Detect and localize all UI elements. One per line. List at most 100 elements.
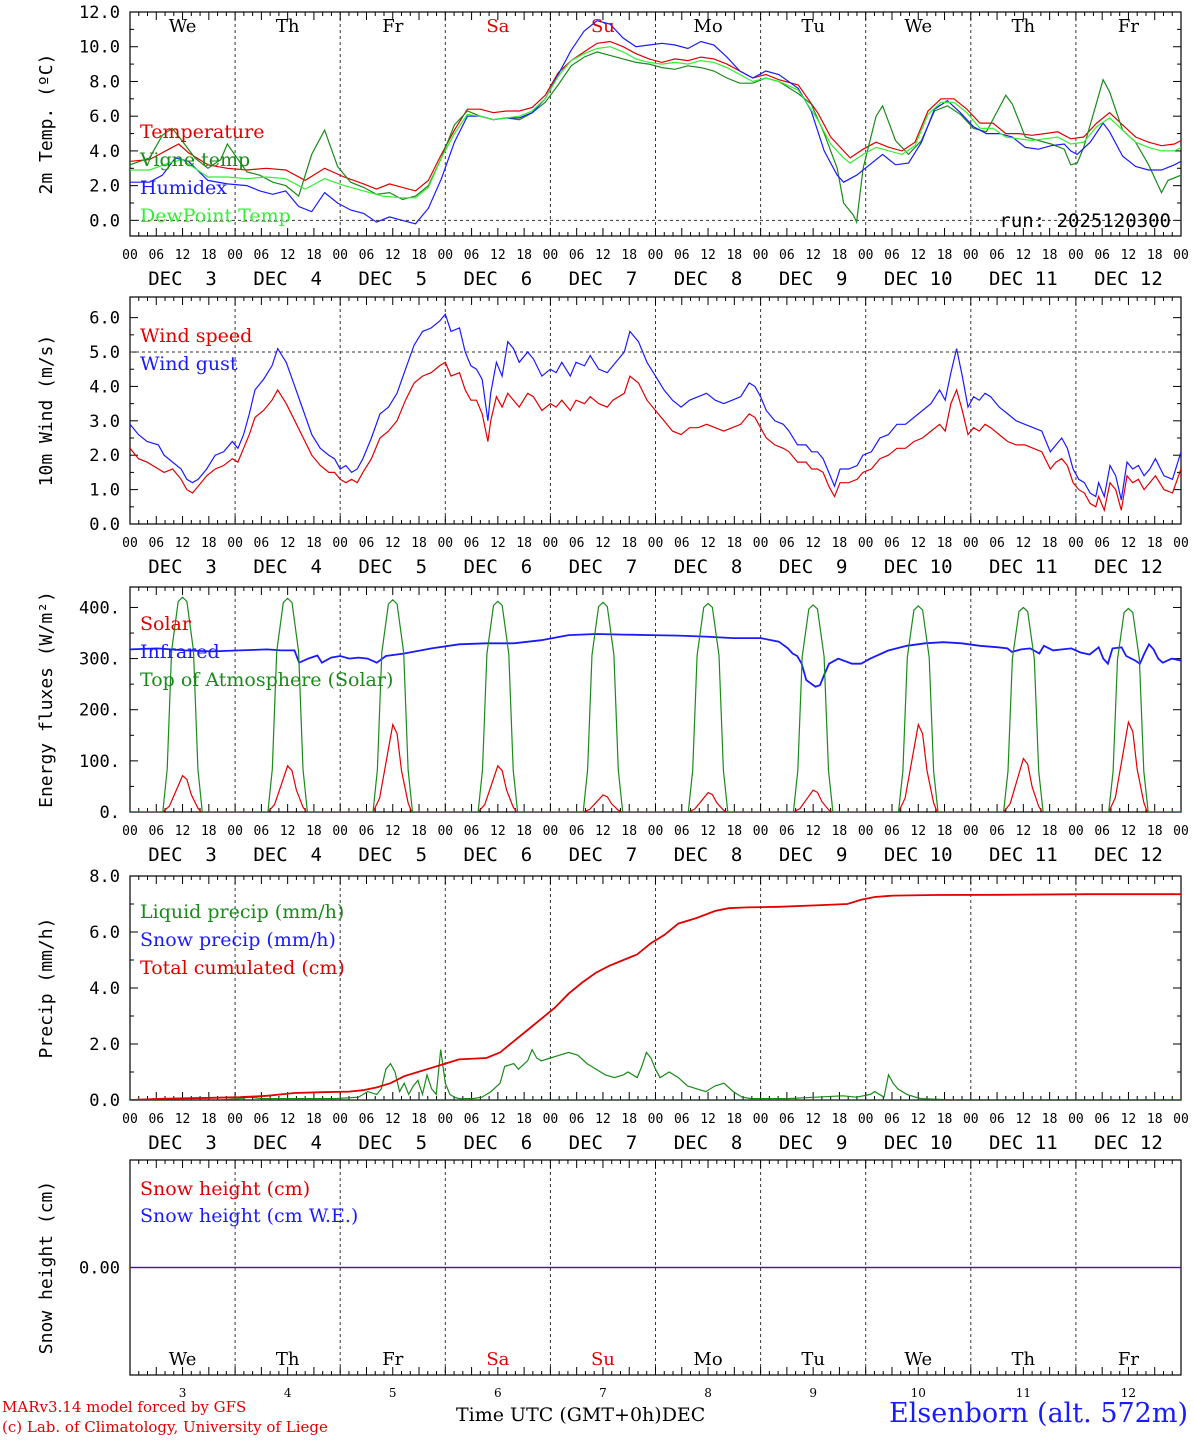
legend-entry: Wind speed (140, 325, 252, 347)
legend-entry: DewPoint Temp (140, 205, 291, 227)
y-tick-label: 10.0 (79, 38, 120, 58)
run-annotation: run: 2025120300 (999, 210, 1171, 232)
hour-tick-label: 18 (937, 824, 953, 839)
hour-tick-label: 00 (1068, 248, 1084, 263)
hour-tick-label: 12 (385, 536, 401, 551)
hour-tick-label: 06 (779, 824, 795, 839)
weekday-label: Fr (382, 1349, 403, 1370)
y-axis-label: Energy fluxes (W/m²) (36, 591, 57, 808)
hour-tick-label: 06 (989, 248, 1005, 263)
date-label: DEC 4 (253, 844, 322, 866)
hour-tick-label: 12 (805, 824, 821, 839)
date-label: DEC 5 (358, 268, 427, 290)
legend-entry: Solar (140, 613, 192, 635)
hour-tick-label: 12 (700, 248, 716, 263)
hour-tick-label: 18 (937, 248, 953, 263)
series-line-wind-gust (130, 312, 1181, 501)
hour-tick-label: 00 (122, 536, 138, 551)
legend-entry: Total cumulated (cm) (140, 957, 345, 979)
hour-tick-label: 12 (1121, 536, 1137, 551)
hour-tick-label: 18 (1147, 248, 1163, 263)
weekday-label: Sa (486, 1349, 509, 1370)
hour-tick-label: 00 (227, 824, 243, 839)
date-label: DEC 5 (358, 1132, 427, 1154)
hour-tick-label: 18 (306, 1112, 322, 1127)
hour-tick-label: 12 (910, 824, 926, 839)
day-number-label: 11 (1016, 1386, 1031, 1400)
hour-tick-label: 18 (411, 1112, 427, 1127)
hour-tick-label: 18 (621, 248, 637, 263)
hour-tick-label: 00 (332, 824, 348, 839)
legend-entry: Wind gust (140, 353, 238, 375)
date-label: DEC 11 (989, 844, 1058, 866)
hour-tick-label: 06 (884, 536, 900, 551)
date-label: DEC 3 (148, 556, 217, 578)
y-tick-label: 3.0 (89, 412, 120, 432)
weekday-label: Tu (801, 16, 825, 37)
date-label: DEC 7 (569, 556, 638, 578)
date-label: DEC 9 (779, 268, 848, 290)
hour-tick-label: 12 (910, 248, 926, 263)
day-number-label: 8 (704, 1386, 712, 1400)
date-label: DEC 12 (1094, 844, 1163, 866)
date-label: DEC 6 (464, 844, 533, 866)
hour-tick-label: 00 (858, 248, 874, 263)
y-axis-label: 2m Temp. (ºC) (36, 54, 57, 195)
date-label: DEC 6 (464, 556, 533, 578)
y-tick-label: 200. (79, 701, 120, 721)
hour-tick-label: 18 (411, 824, 427, 839)
hour-tick-label: 00 (753, 536, 769, 551)
hour-tick-label: 12 (700, 536, 716, 551)
hour-tick-label: 12 (490, 1112, 506, 1127)
hour-tick-label: 06 (569, 248, 585, 263)
hour-tick-label: 18 (1042, 1112, 1058, 1127)
date-label: DEC 6 (464, 268, 533, 290)
hour-tick-label: 12 (805, 248, 821, 263)
hour-tick-label: 06 (359, 1112, 375, 1127)
hour-tick-label: 18 (726, 1112, 742, 1127)
hour-tick-label: 12 (1016, 248, 1032, 263)
weekday-label: We (169, 16, 197, 37)
legend-entry: Top of Atmosphere (Solar) (140, 669, 393, 691)
hour-tick-label: 18 (937, 1112, 953, 1127)
hour-tick-label: 18 (621, 536, 637, 551)
hour-tick-label: 00 (437, 824, 453, 839)
hour-tick-label: 00 (543, 1112, 559, 1127)
hour-tick-label: 18 (201, 536, 217, 551)
weekday-label: We (904, 16, 932, 37)
y-tick-label: 0.0 (89, 1091, 120, 1111)
hour-tick-label: 12 (490, 248, 506, 263)
hour-tick-label: 12 (595, 1112, 611, 1127)
hour-tick-label: 00 (543, 536, 559, 551)
hour-tick-label: 12 (280, 824, 296, 839)
hour-tick-label: 18 (832, 248, 848, 263)
hour-tick-label: 18 (201, 1112, 217, 1127)
hour-tick-label: 18 (516, 536, 532, 551)
y-tick-label: 4.0 (89, 142, 120, 162)
hour-tick-label: 06 (989, 824, 1005, 839)
legend-entry: Vigne temp (139, 149, 250, 171)
hour-tick-label: 18 (411, 536, 427, 551)
hour-tick-label: 06 (989, 536, 1005, 551)
hour-tick-label: 12 (1121, 1112, 1137, 1127)
hour-tick-label: 12 (595, 824, 611, 839)
hour-tick-label: 12 (385, 1112, 401, 1127)
hour-tick-label: 06 (674, 1112, 690, 1127)
y-tick-label: 2.0 (89, 446, 120, 466)
date-label: DEC 5 (358, 556, 427, 578)
day-number-label: 5 (389, 1386, 397, 1400)
y-tick-label: 6.0 (89, 309, 120, 329)
series-line-temperature (130, 40, 1181, 192)
hour-tick-label: 00 (648, 536, 664, 551)
hour-tick-label: 06 (254, 536, 270, 551)
hour-tick-label: 00 (858, 536, 874, 551)
hour-tick-label: 00 (227, 536, 243, 551)
hour-tick-label: 06 (1094, 536, 1110, 551)
day-number-label: 10 (911, 1386, 926, 1400)
hour-tick-label: 18 (201, 824, 217, 839)
legend-entry: Liquid precip (mm/h) (140, 901, 344, 923)
hour-tick-label: 00 (437, 536, 453, 551)
hour-tick-label: 06 (569, 824, 585, 839)
hour-tick-label: 12 (175, 824, 191, 839)
